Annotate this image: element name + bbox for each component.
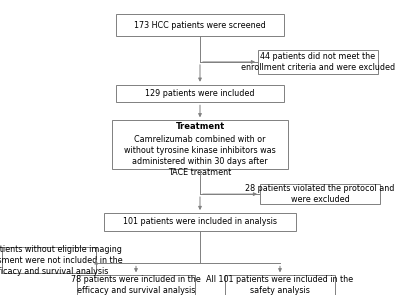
Text: 23 patients without eligible imaging
assessment were not included in the
efficac: 23 patients without eligible imaging ass…: [0, 245, 123, 276]
Text: 44 patients did not meet the
enrollment criteria and were excluded: 44 patients did not meet the enrollment …: [241, 52, 395, 72]
Text: Treatment: Treatment: [175, 122, 225, 131]
FancyBboxPatch shape: [112, 120, 288, 169]
FancyBboxPatch shape: [116, 14, 284, 36]
FancyBboxPatch shape: [77, 275, 195, 295]
Text: All 101 patients were included in the
safety analysis: All 101 patients were included in the sa…: [206, 275, 354, 295]
FancyBboxPatch shape: [116, 85, 284, 102]
FancyBboxPatch shape: [258, 50, 378, 74]
FancyBboxPatch shape: [260, 184, 380, 204]
Text: 101 patients were included in analysis: 101 patients were included in analysis: [123, 217, 277, 226]
Text: Camrelizumab combined with or
without tyrosine kinase inhibitors was
administere: Camrelizumab combined with or without ty…: [124, 135, 276, 177]
FancyBboxPatch shape: [225, 275, 335, 295]
FancyBboxPatch shape: [104, 213, 296, 231]
FancyBboxPatch shape: [2, 247, 96, 273]
Text: 28 patients violated the protocol and
were excluded: 28 patients violated the protocol and we…: [245, 184, 395, 204]
Text: 173 HCC patients were screened: 173 HCC patients were screened: [134, 21, 266, 30]
Text: 129 patients were included: 129 patients were included: [145, 89, 255, 98]
Text: 78 patients were included in the
efficacy and survival analysis: 78 patients were included in the efficac…: [71, 275, 201, 295]
